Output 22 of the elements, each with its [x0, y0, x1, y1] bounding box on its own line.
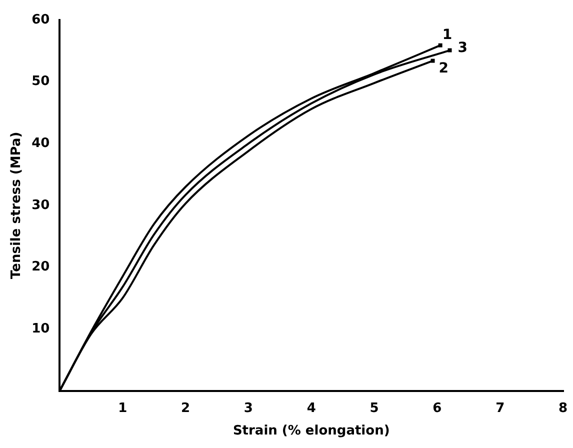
- x-tick-label: 2: [180, 400, 190, 416]
- x-tick-label: 3: [244, 400, 253, 416]
- y-tick-label: 30: [32, 198, 50, 213]
- x-tick-label: 5: [370, 400, 379, 416]
- y-tick-label: 50: [32, 74, 50, 90]
- series-label: 1: [442, 26, 452, 43]
- y-tick-label: 20: [32, 260, 50, 275]
- x-tick-label: 1: [118, 400, 128, 416]
- point: [430, 58, 435, 63]
- point: [448, 48, 452, 52]
- y-tick-label: 10: [32, 321, 50, 336]
- x-axis-title: Strain (% elongation): [232, 424, 390, 439]
- x-tick-label: 6: [432, 400, 442, 416]
- x-tick-label: 7: [496, 400, 505, 416]
- series-label: 2: [438, 60, 449, 76]
- point: [438, 43, 442, 48]
- y-axis-title: Tensile stress (MPa): [9, 132, 24, 279]
- x-tick-label: 4: [306, 400, 316, 416]
- y-tick-label: 40: [32, 136, 50, 151]
- x-tick-label: 8: [558, 400, 568, 416]
- y-tick-label: 60: [32, 12, 50, 28]
- series-label: 3: [458, 40, 468, 56]
